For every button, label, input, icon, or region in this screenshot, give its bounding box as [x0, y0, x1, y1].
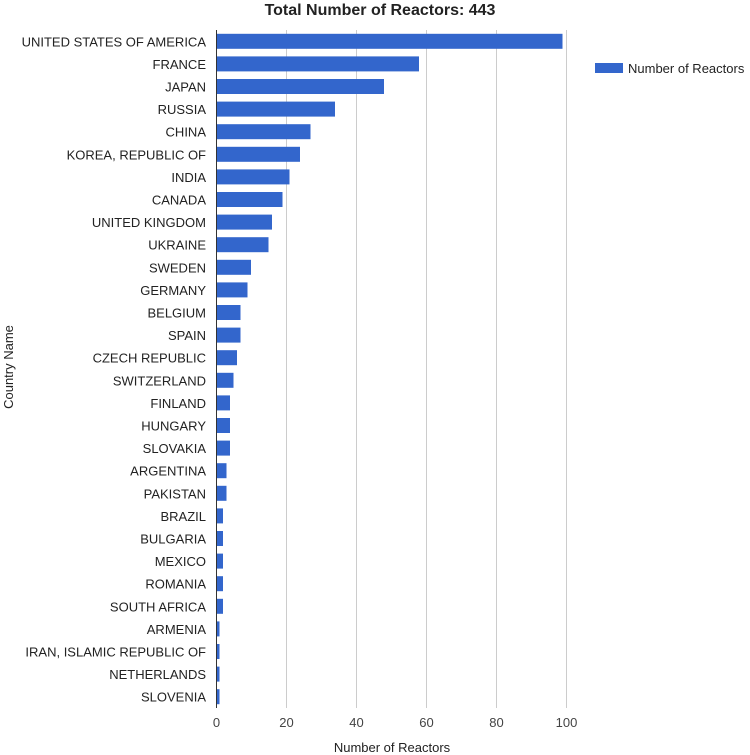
- bar: [216, 666, 220, 682]
- category-label: SWEDEN: [149, 260, 206, 275]
- category-label: CANADA: [152, 193, 207, 208]
- category-label: SWITZERLAND: [113, 373, 206, 388]
- category-label: ROMANIA: [145, 577, 206, 592]
- legend: Number of Reactors: [595, 61, 745, 76]
- chart-title: Total Number of Reactors: 443: [265, 2, 496, 19]
- bar: [216, 553, 223, 569]
- category-label: SLOVENIA: [141, 690, 206, 705]
- category-label: UNITED KINGDOM: [92, 215, 206, 230]
- category-label: NETHERLANDS: [109, 667, 206, 682]
- bar: [216, 214, 272, 230]
- bar: [216, 598, 223, 614]
- category-label: FRANCE: [153, 57, 207, 72]
- bar: [216, 689, 220, 705]
- bar: [216, 395, 230, 411]
- bar: [216, 531, 223, 546]
- x-tick-labels: 0 20 40 60 80 100: [213, 715, 577, 730]
- category-label: BELGIUM: [147, 306, 206, 321]
- bar: [216, 237, 269, 253]
- category-label: SPAIN: [168, 328, 206, 343]
- bar: [216, 418, 230, 433]
- bars: [216, 33, 563, 705]
- category-label: RUSSIA: [158, 102, 207, 117]
- x-tick-label: 0: [213, 715, 220, 730]
- x-tick-label: 60: [419, 715, 433, 730]
- x-tick-label: 80: [489, 715, 503, 730]
- bar: [216, 56, 419, 72]
- y-axis-title: Country Name: [1, 325, 16, 409]
- bar: [216, 79, 384, 94]
- bar: [216, 33, 563, 49]
- category-label: FINLAND: [150, 396, 206, 411]
- category-label: GERMANY: [140, 283, 206, 298]
- category-label: BULGARIA: [140, 532, 206, 547]
- bar: [216, 327, 241, 343]
- category-label: BRAZIL: [160, 509, 206, 524]
- bar: [216, 621, 220, 637]
- bar: [216, 576, 223, 592]
- bar: [216, 350, 237, 366]
- category-label: INDIA: [171, 170, 206, 185]
- category-label: UNITED STATES OF AMERICA: [22, 34, 207, 49]
- category-label: ARMENIA: [147, 622, 207, 637]
- gridlines: [286, 30, 567, 708]
- category-label: PAKISTAN: [144, 486, 206, 501]
- legend-swatch: [595, 63, 623, 73]
- category-label: HUNGARY: [141, 419, 206, 434]
- category-label: SOUTH AFRICA: [110, 599, 206, 614]
- x-tick-label: 100: [556, 715, 578, 730]
- category-label: MEXICO: [155, 554, 206, 569]
- category-label: JAPAN: [165, 80, 206, 95]
- category-label: CZECH REPUBLIC: [93, 351, 206, 366]
- bar: [216, 146, 300, 162]
- category-label: UKRAINE: [148, 238, 206, 253]
- bar: [216, 124, 311, 140]
- bar: [216, 485, 227, 501]
- bar: [216, 282, 248, 298]
- x-tick-label: 40: [349, 715, 363, 730]
- category-label: KOREA, REPUBLIC OF: [67, 147, 206, 162]
- category-label: IRAN, ISLAMIC REPUBLIC OF: [25, 645, 206, 660]
- bar: [216, 463, 227, 479]
- category-labels: UNITED STATES OF AMERICA FRANCE JAPAN RUSSI…: [22, 34, 207, 704]
- category-label: ARGENTINA: [130, 464, 206, 479]
- bar: [216, 192, 283, 207]
- category-label: CHINA: [166, 125, 207, 140]
- bar: [216, 644, 220, 659]
- legend-label: Number of Reactors: [628, 61, 745, 76]
- bar: [216, 508, 223, 524]
- category-label: SLOVAKIA: [143, 441, 207, 456]
- bar: [216, 372, 234, 388]
- bar: [216, 440, 230, 456]
- x-axis-title: Number of Reactors: [334, 740, 451, 755]
- bar: [216, 101, 335, 117]
- x-tick-label: 20: [279, 715, 293, 730]
- bar: [216, 259, 251, 275]
- bar: [216, 305, 241, 320]
- bar: [216, 169, 290, 185]
